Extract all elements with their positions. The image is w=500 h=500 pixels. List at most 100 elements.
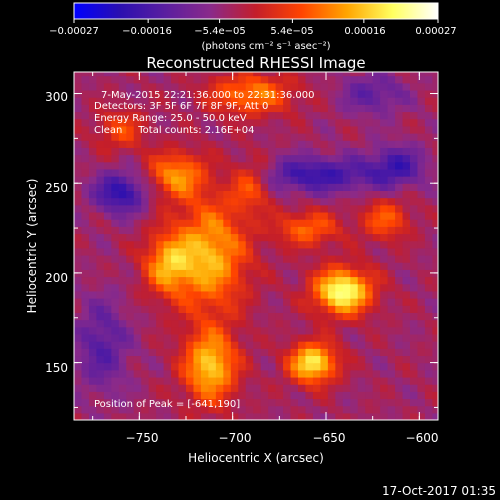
- heatmap-cell: [238, 369, 247, 378]
- heatmap-cell: [387, 161, 396, 170]
- heatmap-cell: [342, 305, 351, 313]
- heatmap-cell: [178, 290, 187, 299]
- heatmap-cell: [96, 319, 105, 328]
- heatmap-cell: [253, 326, 262, 335]
- x-tick-label-3: −600: [406, 431, 439, 445]
- heatmap-cell: [148, 298, 157, 306]
- heatmap-cell: [327, 204, 336, 213]
- heatmap-cell: [410, 276, 419, 285]
- heatmap-cell: [238, 405, 247, 414]
- heatmap-cell: [424, 75, 433, 84]
- heatmap-cell: [365, 355, 374, 364]
- heatmap-cell: [320, 362, 329, 371]
- x-tick-label-2: −650: [313, 431, 346, 445]
- heatmap-cell: [387, 197, 396, 206]
- heatmap-cell: [148, 247, 157, 256]
- heatmap-cell: [88, 132, 97, 141]
- heatmap-cell: [395, 276, 404, 285]
- heatmap-cell: [298, 283, 307, 292]
- heatmap-cell: [342, 140, 351, 148]
- heatmap-cell: [387, 233, 396, 242]
- heatmap-cell: [133, 405, 142, 414]
- heatmap-cell: [260, 276, 269, 285]
- heatmap-cell: [215, 305, 224, 313]
- heatmap-cell: [126, 89, 135, 98]
- heatmap-cell: [275, 333, 284, 342]
- heatmap-cell: [298, 183, 307, 191]
- heatmap-cell: [298, 355, 307, 364]
- heatmap-cell: [335, 355, 344, 364]
- heatmap-cell: [402, 355, 411, 364]
- heatmap-cell: [245, 111, 254, 120]
- heatmap-cell: [148, 369, 157, 378]
- heatmap-cell: [268, 132, 277, 141]
- heatmap-cell: [215, 355, 224, 364]
- heatmap-cell: [96, 326, 105, 335]
- heatmap-cell: [402, 312, 411, 321]
- heatmap-cell: [260, 398, 269, 407]
- heatmap-cell: [283, 298, 292, 306]
- heatmap-cell: [126, 348, 135, 357]
- x-tick-label-0: −750: [126, 431, 159, 445]
- heatmap-cell: [103, 312, 112, 321]
- heatmap-cell: [312, 319, 321, 328]
- heatmap-cell: [424, 211, 433, 220]
- heatmap-cell: [186, 254, 195, 263]
- heatmap-cell: [395, 226, 404, 235]
- heatmap-cell: [88, 211, 97, 220]
- heatmap-cell: [268, 369, 277, 378]
- heatmap-cell: [238, 391, 247, 400]
- heatmap-cell: [424, 326, 433, 335]
- heatmap-cell: [215, 161, 224, 170]
- heatmap-cell: [312, 118, 321, 127]
- heatmap-cell: [432, 398, 438, 407]
- heatmap-cell: [298, 176, 307, 184]
- heatmap-cell: [305, 269, 314, 278]
- heatmap-cell: [156, 348, 165, 357]
- heatmap-cell: [215, 333, 224, 342]
- heatmap-cell: [283, 391, 292, 400]
- heatmap-cell: [320, 283, 329, 292]
- heatmap-cell: [215, 147, 224, 156]
- heatmap-cell: [103, 240, 112, 249]
- heatmap-cell: [357, 161, 366, 170]
- heatmap-cell: [417, 405, 426, 414]
- heatmap-cell: [223, 333, 232, 342]
- heatmap-cell: [245, 326, 254, 335]
- heatmap-cell: [133, 412, 142, 420]
- heatmap-cell: [156, 176, 165, 184]
- heatmap-cell: [208, 298, 217, 306]
- heatmap-cell: [275, 75, 284, 84]
- heatmap-cell: [163, 211, 172, 220]
- heatmap-cell: [178, 405, 187, 414]
- heatmap-cell: [133, 262, 142, 270]
- heatmap-cell: [193, 269, 202, 278]
- heatmap-cell: [320, 75, 329, 84]
- heatmap-cell: [141, 305, 150, 313]
- heatmap-cell: [223, 75, 232, 84]
- heatmap-cell: [81, 147, 90, 156]
- heatmap-cell: [305, 398, 314, 407]
- heatmap-cell: [305, 211, 314, 220]
- heatmap-cell: [238, 111, 247, 120]
- heatmap-cell: [365, 140, 374, 148]
- heatmap-cell: [141, 183, 150, 191]
- heatmap-cell: [186, 72, 195, 77]
- heatmap-cell: [380, 326, 389, 335]
- heatmap-cell: [111, 312, 120, 321]
- heatmap-cell: [342, 233, 351, 242]
- heatmap-cell: [387, 140, 396, 148]
- heatmap-cell: [163, 183, 172, 191]
- heatmap-cell: [432, 362, 438, 371]
- heatmap-cell: [320, 262, 329, 270]
- heatmap-cell: [395, 269, 404, 278]
- heatmap-cell: [268, 140, 277, 148]
- heatmap-cell: [208, 254, 217, 263]
- heatmap-cell: [156, 132, 165, 141]
- heatmap-cell: [141, 341, 150, 349]
- heatmap-cell: [81, 204, 90, 213]
- heatmap-cell: [223, 190, 232, 199]
- heatmap-cell: [312, 132, 321, 141]
- heatmap-cell: [365, 341, 374, 349]
- heatmap-cell: [133, 204, 142, 213]
